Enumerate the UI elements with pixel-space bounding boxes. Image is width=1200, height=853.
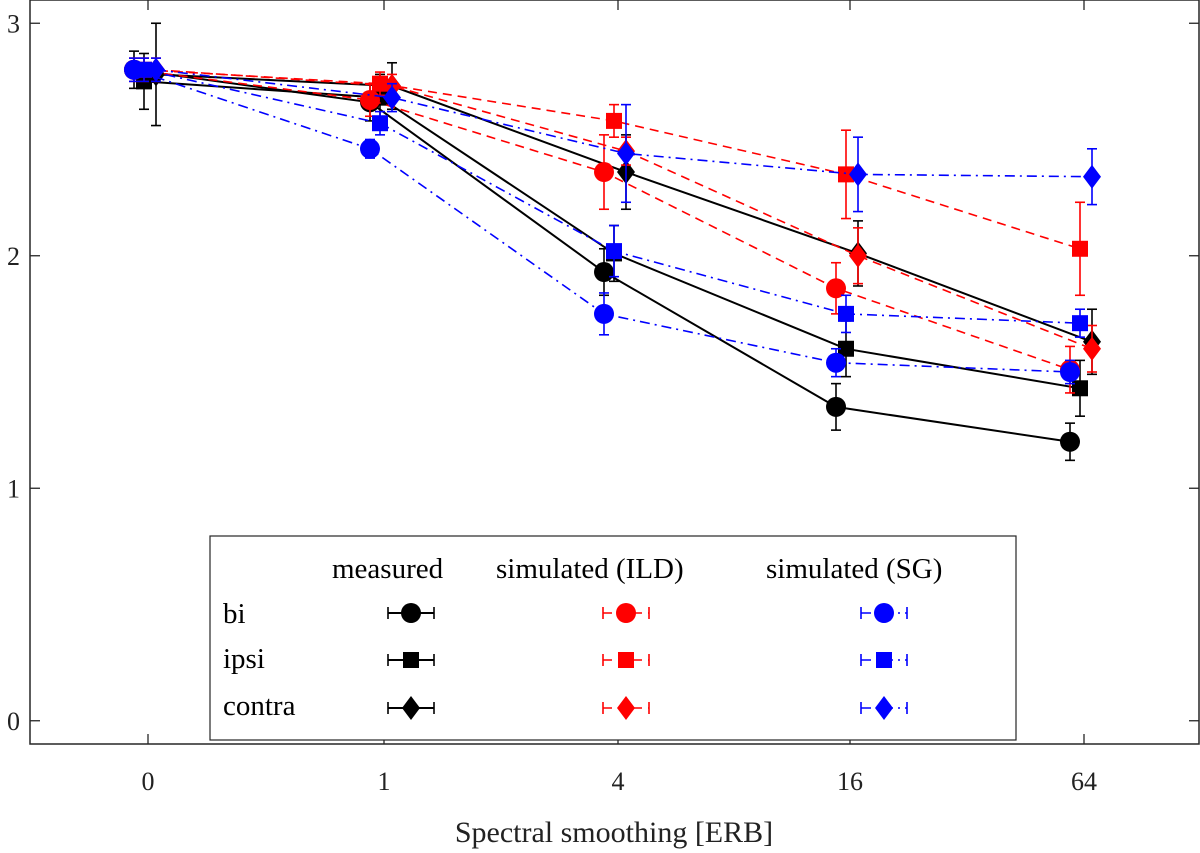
data-point-square — [372, 115, 388, 132]
data-point-circle — [1060, 362, 1080, 382]
data-point-circle — [594, 262, 614, 283]
legend-samples — [387, 603, 908, 720]
data-point-circle — [594, 303, 614, 324]
x-tick-label: 64 — [1071, 767, 1097, 796]
legend-header-measured: measured — [332, 553, 444, 585]
y-tick-label: 3 — [7, 9, 20, 38]
legend-marker-diamond — [402, 696, 420, 720]
legend-row-ipsi: ipsi — [223, 643, 265, 675]
data-point-circle — [826, 278, 846, 299]
legend-row-contra: contra — [223, 690, 296, 722]
data-point-square — [372, 75, 388, 92]
y-tick-label: 2 — [7, 242, 20, 271]
legend-header-ild: simulated (ILD) — [496, 553, 684, 585]
data-point-diamond — [849, 162, 867, 187]
data-point-square — [136, 61, 152, 78]
x-tick-label: 4 — [612, 767, 625, 796]
series-sg-contra — [147, 57, 1101, 213]
data-point-square — [1072, 315, 1088, 332]
legend: measured simulated (ILD) simulated (SG) … — [209, 535, 1017, 741]
data-point-circle — [594, 162, 614, 183]
legend-row-bi: bi — [223, 598, 246, 630]
data-point-diamond — [383, 85, 401, 110]
data-point-diamond — [1083, 336, 1101, 361]
x-tick-label: 0 — [142, 767, 155, 796]
x-tick-label: 1 — [378, 767, 391, 796]
data-point-diamond — [849, 243, 867, 268]
data-point-circle — [360, 89, 380, 110]
y-tick-label: 1 — [7, 474, 20, 503]
data-point-square — [606, 243, 622, 260]
data-point-square — [838, 166, 854, 183]
data-point-diamond — [617, 141, 635, 166]
data-point-circle — [1060, 431, 1080, 452]
legend-header-sg: simulated (SG) — [766, 553, 942, 585]
legend-marker-square — [403, 652, 419, 668]
series-sg-ipsi — [136, 57, 1088, 338]
data-point-circle — [826, 396, 846, 417]
x-tick-label: 16 — [837, 767, 863, 796]
data-point-square — [1072, 240, 1088, 257]
legend-marker-square — [876, 652, 892, 668]
data-point-square — [838, 305, 854, 322]
legend-marker-diamond — [875, 696, 893, 720]
data-point-circle — [826, 352, 846, 373]
legend-marker-circle — [616, 603, 636, 623]
legend-marker-circle — [401, 603, 421, 623]
data-point-circle — [360, 138, 380, 159]
data-point-diamond — [147, 57, 165, 82]
y-axis: 0 1 2 3 — [7, 9, 1199, 736]
data-point-square — [1072, 380, 1088, 397]
data-point-square — [606, 112, 622, 129]
legend-marker-square — [618, 652, 634, 668]
x-axis: 0 1 4 16 64 — [142, 0, 1097, 796]
series-line — [155, 69, 1093, 350]
legend-marker-circle — [874, 603, 894, 623]
x-axis-label: Spectral smoothing [ERB] — [455, 816, 773, 849]
data-point-diamond — [1083, 164, 1101, 189]
legend-marker-diamond — [617, 696, 635, 720]
data-point-square — [838, 340, 854, 357]
data-layer — [124, 22, 1101, 462]
y-tick-label: 0 — [7, 707, 20, 736]
